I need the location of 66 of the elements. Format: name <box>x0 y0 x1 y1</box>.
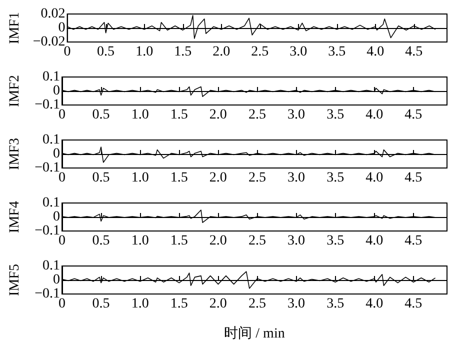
y-tick-label: 0.1 <box>42 132 60 148</box>
x-tick-label: 2.0 <box>209 108 227 122</box>
x-tick-label: 3.0 <box>288 234 306 248</box>
x-tick-label: 3.5 <box>326 296 344 312</box>
x-tick-label: 4.5 <box>404 170 422 186</box>
x-tick-label: 1.0 <box>136 44 154 60</box>
y-tick-label: 0.1 <box>42 196 60 210</box>
y-axis-title: IMF5 <box>8 264 22 296</box>
x-tick-label: 4.0 <box>366 170 384 186</box>
x-tick-label: 4.5 <box>404 234 422 248</box>
y-tick-label: −0.02 <box>32 34 66 50</box>
x-tick-label: 4.0 <box>366 296 384 312</box>
x-axis-title: 时间 / min <box>224 326 285 342</box>
y-tick-label: 0 <box>53 146 60 162</box>
y-axis-title: IMF1 <box>8 12 22 44</box>
x-tick-label: 4.5 <box>404 108 422 122</box>
x-tick-label: 3.0 <box>288 108 306 122</box>
x-tick-label: 3.5 <box>328 44 346 60</box>
x-tick-label: 4.0 <box>366 108 384 122</box>
x-tick-label: 3.0 <box>288 296 306 312</box>
x-tick-label: 3.5 <box>326 170 344 186</box>
y-tick-label: 0 <box>53 272 60 288</box>
x-tick-label: 2.0 <box>209 170 227 186</box>
x-tick-label: 3.0 <box>288 170 306 186</box>
x-tick-label: 4.5 <box>404 296 422 312</box>
x-tick-label: 3.0 <box>290 44 308 60</box>
x-tick-label: 1.0 <box>131 170 149 186</box>
y-axis-title: IMF3 <box>8 138 22 170</box>
y-tick-label: 0 <box>58 20 66 36</box>
x-tick-label: 0.5 <box>97 44 115 60</box>
x-tick-label: 0.5 <box>92 170 110 186</box>
x-tick-label: 4.0 <box>366 234 384 248</box>
x-tick-label: 2.5 <box>248 234 266 248</box>
x-tick-label: 1.0 <box>131 108 149 122</box>
x-tick-label: 1.5 <box>174 44 192 60</box>
y-axis-title: IMF4 <box>8 201 22 233</box>
x-tick-label: 2.0 <box>209 296 227 312</box>
x-tick-label: 2.5 <box>251 44 269 60</box>
x-tick-label: 3.5 <box>326 234 344 248</box>
x-tick-label: 2.0 <box>212 44 230 60</box>
x-tick-label: 2.0 <box>209 234 227 248</box>
x-tick-label: 2.5 <box>248 108 266 122</box>
x-tick-label: 0.5 <box>92 296 110 312</box>
y-tick-label: −0.1 <box>34 160 60 176</box>
y-tick-label: −0.1 <box>34 286 60 302</box>
x-tick-label: 1.5 <box>170 170 188 186</box>
y-tick-label: 0 <box>53 84 60 98</box>
x-tick-label: 3.5 <box>326 108 344 122</box>
x-tick-label: 1.5 <box>170 234 188 248</box>
x-tick-label: 0.5 <box>92 108 110 122</box>
y-tick-label: 0 <box>53 210 60 224</box>
x-tick-label: 0.5 <box>92 234 110 248</box>
x-tick-label: 1.5 <box>170 296 188 312</box>
x-tick-label: 1.0 <box>131 234 149 248</box>
x-tick-label: 2.5 <box>248 170 266 186</box>
y-tick-label: 0.1 <box>42 70 60 84</box>
x-tick-label: 4.5 <box>405 44 423 60</box>
y-tick-label: −0.1 <box>34 98 60 112</box>
x-tick-label: 4.0 <box>366 44 384 60</box>
x-tick-label: 1.5 <box>170 108 188 122</box>
x-tick-label: 2.5 <box>248 296 266 312</box>
y-axis-title: IMF2 <box>8 75 22 107</box>
y-tick-label: 0.1 <box>42 258 60 274</box>
y-tick-label: 0.02 <box>40 6 66 22</box>
y-tick-label: −0.1 <box>34 224 60 238</box>
x-tick-label: 1.0 <box>131 296 149 312</box>
